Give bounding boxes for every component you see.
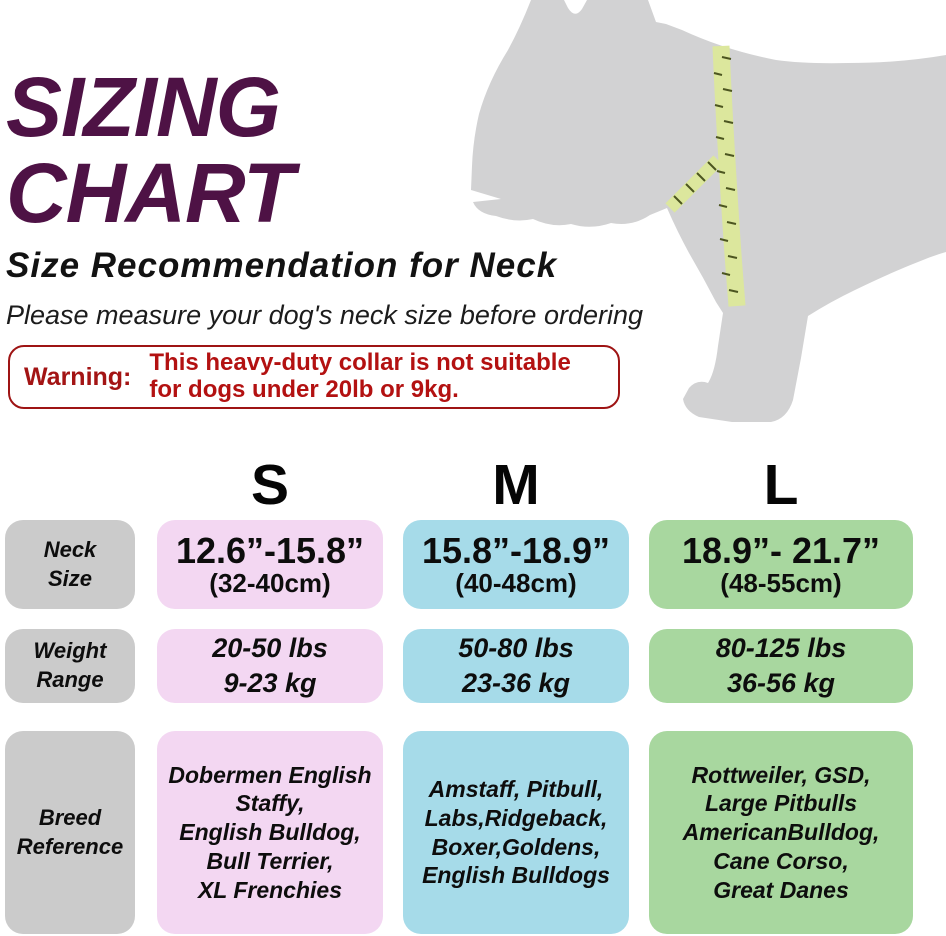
neck-size-cm-s: (32-40cm) [209, 567, 331, 598]
title-line-1: SIZING [6, 60, 281, 154]
weight-lbs-s: 20-50 lbs [212, 632, 328, 663]
neck-size-inches-l: 18.9”- 21.7” [681, 529, 881, 571]
subtitle: Size Recommendation for Neck [6, 246, 558, 285]
breed-list-l: Rottweiler, GSD, Large Pitbulls American… [682, 761, 880, 903]
row-label-neck-size-text: Neck Size [43, 536, 97, 591]
cell-neck-size-s: 12.6”-15.8” (32-40cm) [157, 520, 383, 609]
neck-size-inches-s: 12.6”-15.8” [175, 529, 365, 571]
breed-list-m: Amstaff, Pitbull, Labs,Ridgeback, Boxer,… [422, 776, 610, 889]
cell-neck-size-m: 15.8”-18.9” (40-48cm) [403, 520, 629, 609]
weight-kg-m: 23-36 kg [461, 668, 571, 698]
weight-lbs-l: 80-125 lbs [715, 632, 847, 663]
row-label-weight-range: Weight Range [5, 629, 135, 703]
cell-weight-range-s: 20-50 lbs 9-23 kg [157, 629, 383, 703]
dog-silhouette [471, 0, 946, 422]
weight-lbs-m: 50-80 lbs [458, 632, 574, 663]
breed-list-s: Dobermen English Staffy, English Bulldog… [168, 761, 372, 903]
row-label-neck-size: Neck Size [5, 520, 135, 609]
neck-size-cm-m: (40-48cm) [455, 567, 577, 598]
warning-box: Warning: This heavy-duty collar is not s… [8, 345, 620, 409]
row-label-breed-reference: Breed Reference [5, 731, 135, 934]
row-label-weight-range-text: Weight Range [33, 638, 107, 692]
column-header-size-s: S [250, 453, 290, 517]
warning-message: This heavy-duty collar is not suitable f… [149, 349, 571, 403]
measure-instruction: Please measure your dog's neck size befo… [6, 300, 644, 330]
cell-breed-reference-l: Rottweiler, GSD, Large Pitbulls American… [649, 731, 913, 934]
title-line-2: CHART [6, 146, 294, 240]
neck-size-cm-l: (48-55cm) [720, 567, 842, 598]
cell-breed-reference-s: Dobermen English Staffy, English Bulldog… [157, 731, 383, 934]
weight-kg-s: 9-23 kg [223, 668, 317, 698]
cell-weight-range-l: 80-125 lbs 36-56 kg [649, 629, 913, 703]
measuring-tape-tick-marks [673, 56, 739, 293]
cell-weight-range-m: 50-80 lbs 23-36 kg [403, 629, 629, 703]
cell-neck-size-l: 18.9”- 21.7” (48-55cm) [649, 520, 913, 609]
warning-label: Warning: [24, 362, 132, 391]
column-header-size-l: L [763, 453, 799, 517]
page-title: SIZING CHART [6, 64, 294, 236]
row-label-breed-reference-text: Breed Reference [16, 804, 124, 859]
dog-with-measuring-tape-icon [471, 0, 946, 422]
neck-size-inches-m: 15.8”-18.9” [421, 529, 611, 571]
measuring-tape-main-strip [712, 45, 746, 307]
cell-breed-reference-m: Amstaff, Pitbull, Labs,Ridgeback, Boxer,… [403, 731, 629, 934]
weight-kg-l: 36-56 kg [726, 668, 836, 698]
column-header-size-m: M [492, 453, 540, 517]
